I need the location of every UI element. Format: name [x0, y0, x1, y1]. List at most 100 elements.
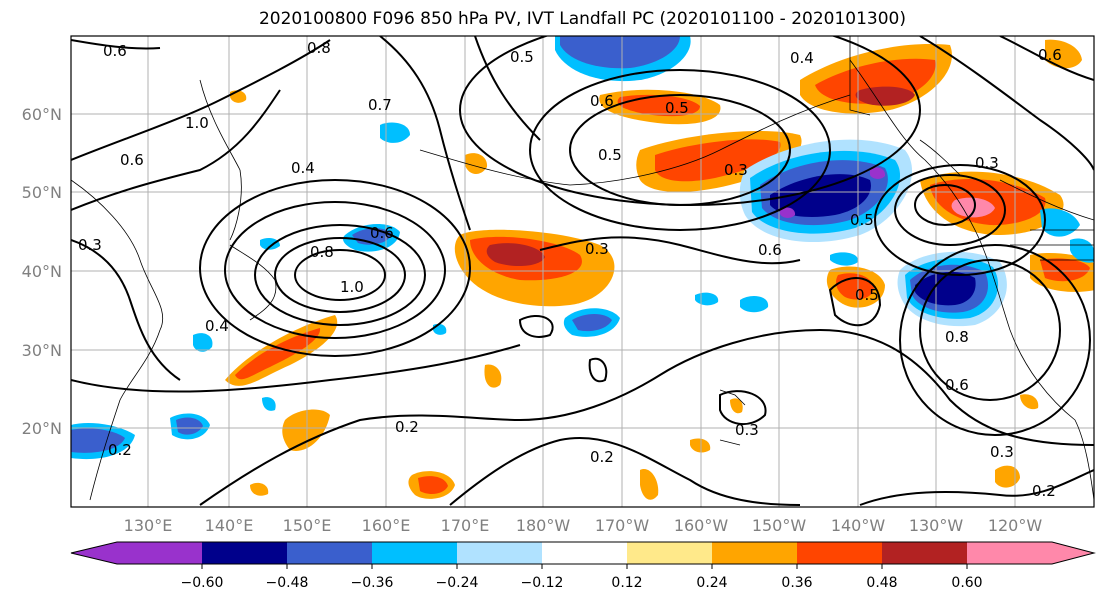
contour-label: 0.5: [598, 146, 622, 164]
lat-label: 40°N: [22, 262, 62, 281]
map-title: 2020100800 F096 850 hPa PV, IVT Landfall…: [258, 9, 906, 29]
colorbar-segment: [882, 542, 967, 564]
negative-anomaly-region: [260, 238, 280, 250]
colorbar-segment: [457, 542, 542, 564]
negative-anomaly-region: [262, 397, 276, 411]
lon-label: 120°W: [988, 516, 1043, 535]
colorbar-segment: [967, 542, 1052, 564]
lon-label: 150°E: [283, 516, 332, 535]
colorbar-label: 0.24: [696, 575, 727, 591]
positive-anomaly-region: [418, 476, 448, 494]
lon-label: 140°E: [205, 516, 254, 535]
contour-label: 0.5: [855, 286, 879, 304]
colorbar-label: −0.24: [436, 575, 479, 591]
colorbar-labels: −0.60 −0.48 −0.36 −0.24 −0.12 0.12 0.24 …: [181, 575, 983, 591]
colorbar-label: 0.60: [951, 575, 982, 591]
negative-anomaly-region: [740, 295, 769, 313]
lat-label: 60°N: [22, 105, 62, 124]
contour-label: 0.6: [590, 92, 614, 110]
colorbar-label: −0.12: [521, 575, 564, 591]
contour-label: 0.6: [1038, 46, 1062, 64]
colorbar-segment: [542, 542, 627, 564]
positive-anomaly-region: [1045, 39, 1082, 69]
positive-anomaly-region: [1020, 394, 1039, 410]
contour-label: 0.2: [1032, 482, 1056, 500]
lon-label: 150°W: [752, 516, 807, 535]
negative-anomaly-region: [1040, 208, 1080, 237]
contour-label: 0.4: [790, 49, 814, 67]
negative-anomaly-region: [560, 36, 680, 69]
negative-anomaly-region: [780, 207, 796, 218]
pv-contours: [71, 36, 1094, 506]
positive-anomaly-region: [617, 94, 700, 117]
contour-label: 0.6: [758, 241, 782, 259]
colorbar-segment: [202, 542, 287, 564]
colorbar-segment: [287, 542, 372, 564]
contour-label: 0.6: [120, 151, 144, 169]
contour-label: 0.2: [590, 448, 614, 466]
positive-anomaly-region: [855, 86, 915, 106]
contour-label: 0.3: [78, 236, 102, 254]
contour-label: 0.3: [735, 421, 759, 439]
colorbar-label: −0.48: [266, 575, 309, 591]
colorbar-ticks: [201, 564, 968, 569]
positive-anomaly-region: [282, 409, 330, 451]
positive-anomaly-region: [484, 364, 502, 388]
contour-label: 0.3: [975, 154, 999, 172]
contour-label: 0.6: [945, 376, 969, 394]
contour-label: 0.2: [395, 418, 419, 436]
contour-label: 0.7: [368, 96, 392, 114]
contour-label: 0.3: [724, 161, 748, 179]
contour-label: 0.8: [945, 328, 969, 346]
lon-label: 160°W: [674, 516, 729, 535]
colorbar: −0.60 −0.48 −0.36 −0.24 −0.12 0.12 0.24 …: [70, 541, 1096, 591]
map-border: [70, 35, 1095, 508]
colorbar-segment: [1052, 542, 1094, 564]
lat-label: 30°N: [22, 341, 62, 360]
contour-label: 0.5: [510, 48, 534, 66]
negative-anomaly-region: [915, 271, 976, 306]
contour-label: 0.6: [103, 42, 127, 60]
positive-anomaly-region: [486, 243, 545, 267]
lon-label: 180°W: [516, 516, 571, 535]
lat-label: 50°N: [22, 183, 62, 202]
contour-label: 0.6: [370, 224, 394, 242]
colorbar-segment: [712, 542, 797, 564]
positive-anomaly-region: [951, 197, 995, 218]
lon-axis: 130°E 140°E 150°E 160°E 170°E 180°W 170°…: [124, 516, 1043, 535]
lon-label: 170°W: [595, 516, 650, 535]
positive-anomaly-region: [250, 482, 269, 496]
contour-label: 0.8: [307, 39, 331, 57]
contour-label: 0.3: [585, 240, 609, 258]
negative-anomaly-region: [870, 167, 886, 179]
colorbar-segment: [71, 542, 117, 564]
colorbar-segment: [372, 542, 457, 564]
lon-label: 160°E: [362, 516, 411, 535]
lon-label: 130°W: [909, 516, 964, 535]
positive-anomaly-region: [730, 398, 743, 414]
colorbar-outline: [70, 541, 1096, 565]
negative-anomaly-region: [71, 428, 125, 453]
contour-label: 0.5: [850, 211, 874, 229]
negative-anomaly-region: [830, 252, 859, 266]
colorbar-label: 0.12: [611, 575, 642, 591]
lat-label: 20°N: [22, 419, 62, 438]
contour-label: 0.5: [665, 99, 689, 117]
negative-anomaly-region: [770, 174, 871, 217]
positive-anomaly-region: [655, 139, 781, 182]
negative-anomaly-region: [572, 314, 612, 332]
lon-label: 170°E: [441, 516, 490, 535]
positive-anomaly-region: [465, 153, 488, 174]
positive-anomaly-region: [235, 328, 321, 380]
lat-axis: 60°N 50°N 40°N 30°N 20°N: [22, 105, 62, 438]
lon-label: 140°W: [831, 516, 886, 535]
contour-label: 0.4: [291, 159, 315, 177]
negative-anomaly-region: [1070, 238, 1094, 263]
negative-anomaly-region: [176, 417, 203, 435]
colorbar-label: 0.48: [866, 575, 897, 591]
positive-anomaly-region: [690, 438, 711, 453]
contour-label: 0.8: [310, 243, 334, 261]
contour-label: 1.0: [340, 278, 364, 296]
contour-label: 0.2: [108, 441, 132, 459]
